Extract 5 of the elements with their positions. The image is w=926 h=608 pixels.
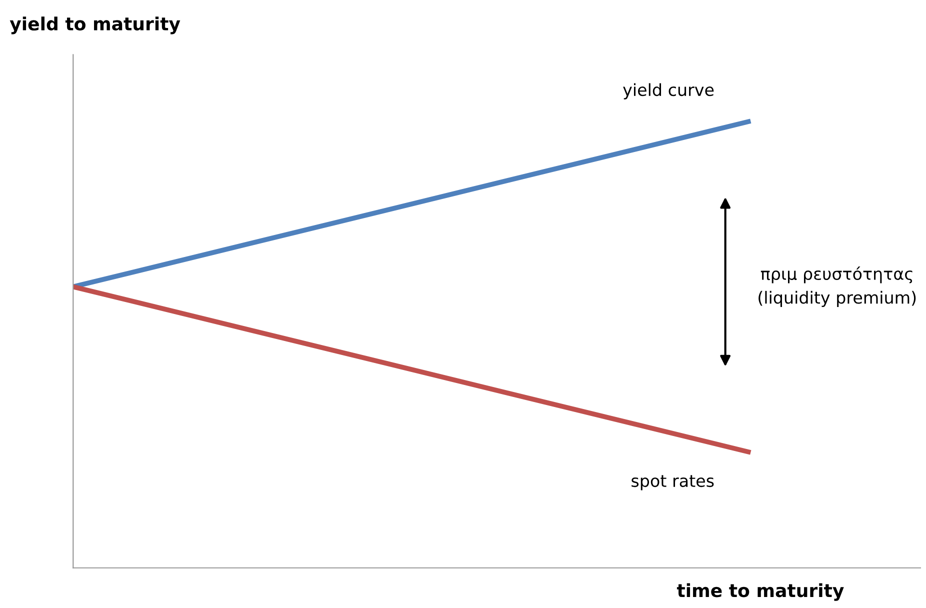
annotation: πριμ ρευστότητας (liquidity premium) [758,266,916,308]
series-label: yield curve [623,83,714,100]
series-label: spot rates [632,475,714,490]
x-axis-title: time to maturity [676,583,844,601]
y-axis-title: yield to maturity [10,16,180,34]
